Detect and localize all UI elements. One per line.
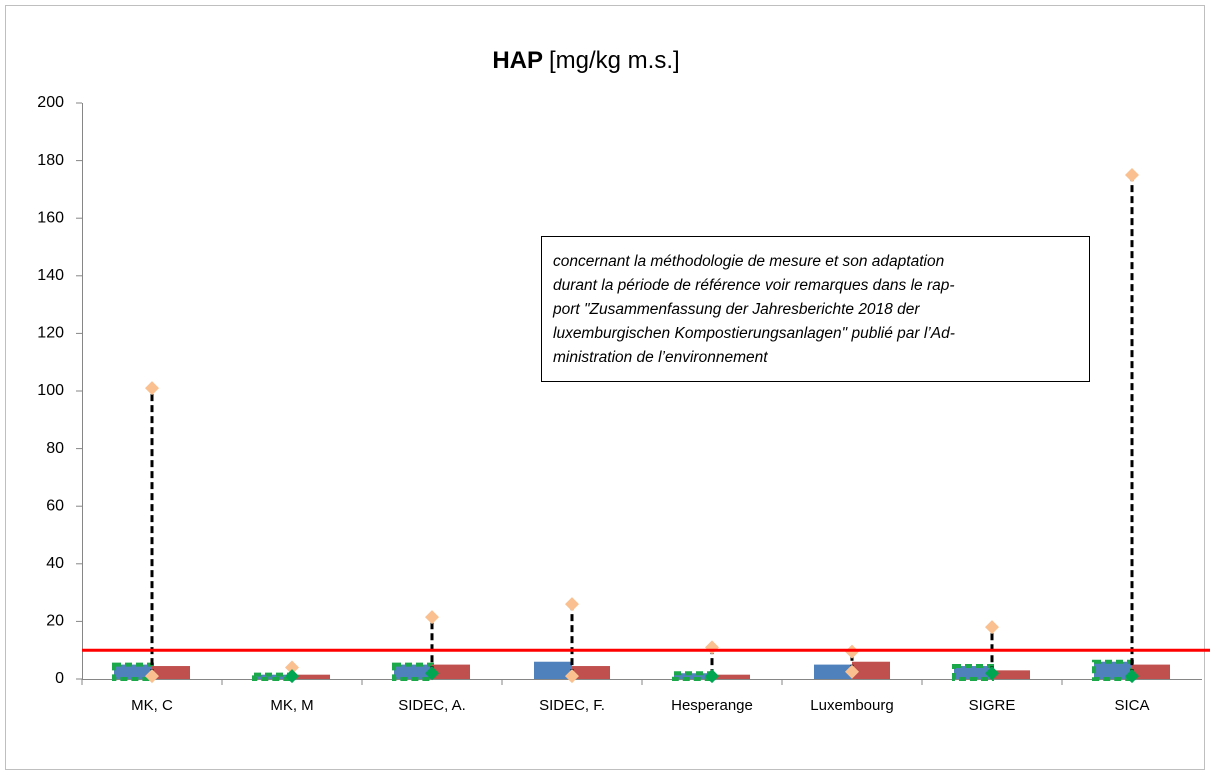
- marker: [845, 664, 859, 679]
- marker: [565, 669, 579, 684]
- annotation-line: port "Zusammenfassung der Jahresberichte…: [552, 301, 920, 318]
- marker: [425, 610, 439, 625]
- bar: [252, 672, 294, 681]
- x-tick-label: Luxembourg: [810, 697, 893, 714]
- x-tick-label: SIDEC, A.: [398, 697, 466, 714]
- bar: [392, 662, 434, 681]
- marker: [425, 666, 439, 681]
- y-tick-label: 40: [46, 555, 64, 572]
- marker: [285, 669, 299, 684]
- annotation-box: [541, 236, 1090, 382]
- marker: [985, 666, 999, 681]
- chart-frame: [5, 5, 1205, 770]
- bar: [852, 661, 890, 679]
- annotation-line: durant la période de référence voir rema…: [553, 277, 955, 294]
- bar: [1132, 664, 1170, 679]
- marker: [1125, 669, 1139, 684]
- y-tick-label: 60: [46, 497, 64, 514]
- annotation-line: concernant la méthodologie de mesure et …: [553, 253, 944, 270]
- bar: [992, 670, 1030, 679]
- bar: [712, 674, 750, 679]
- bar: [572, 666, 610, 679]
- bar: [152, 666, 190, 679]
- y-tick-label: 20: [46, 613, 64, 630]
- marker: [565, 597, 579, 612]
- chart-title-wrap: HAP [mg/kg m.s.]: [492, 47, 679, 74]
- y-tick-label: 0: [55, 670, 64, 687]
- x-tick-label: SICA: [1114, 697, 1149, 714]
- x-tick-label: MK, M: [270, 697, 313, 714]
- annotation-line: luxemburgischen Kompostierungsanlagen" p…: [553, 325, 955, 342]
- y-tick-label: 140: [37, 267, 64, 284]
- marker: [985, 620, 999, 635]
- bar: [672, 671, 714, 681]
- y-tick-label: 80: [46, 440, 64, 457]
- y-tick-label: 180: [37, 152, 64, 169]
- bar: [432, 664, 470, 679]
- y-tick-label: 100: [37, 382, 64, 399]
- marker: [145, 381, 159, 396]
- y-tick-label: 120: [37, 325, 64, 342]
- bar: [534, 661, 572, 679]
- x-tick-label: MK, C: [131, 697, 173, 714]
- chart-title: HAP: [492, 47, 543, 74]
- bar: [814, 664, 852, 679]
- y-tick-label: 160: [37, 209, 64, 226]
- x-tick-label: SIDEC, F.: [539, 697, 605, 714]
- x-tick-label: Hesperange: [671, 697, 753, 714]
- x-tick-label: SIGRE: [969, 697, 1016, 714]
- marker: [705, 669, 719, 684]
- bar: [292, 674, 330, 679]
- chart-title-unit: [mg/kg m.s.]: [549, 47, 680, 74]
- y-tick-label: 200: [37, 94, 64, 111]
- annotation-line: ministration de l’environnement: [553, 349, 768, 366]
- marker: [1125, 168, 1139, 182]
- marker: [285, 660, 299, 675]
- marker: [145, 669, 159, 684]
